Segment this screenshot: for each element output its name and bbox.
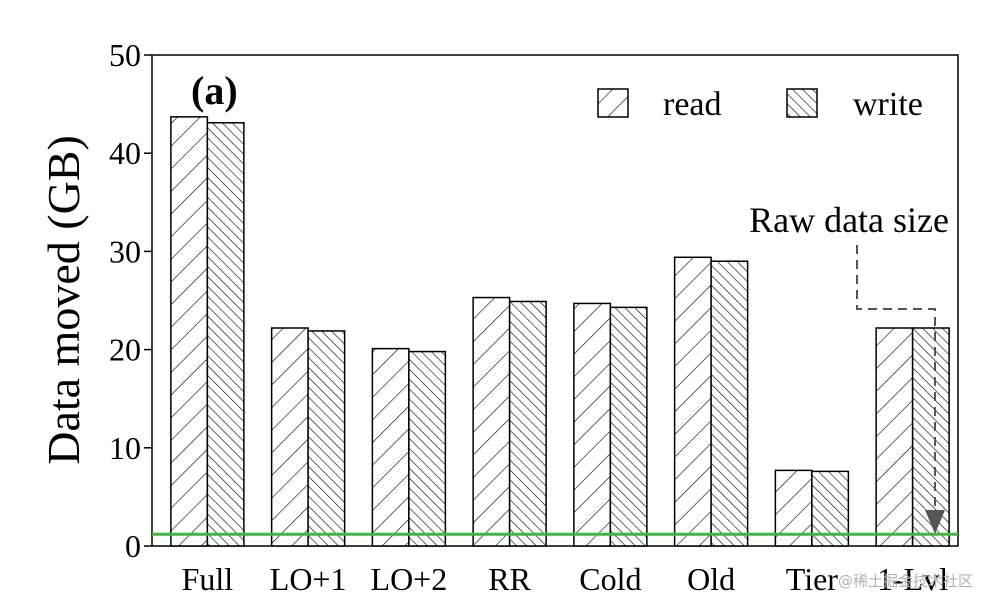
bar-write-full: [206, 122, 245, 547]
bar-write-1-lvl: [911, 327, 950, 547]
y-tick-label: 50: [109, 37, 141, 73]
watermark: @稀土掘金技术社区: [838, 572, 973, 590]
y-tick-label: 40: [109, 135, 141, 171]
y-axis-title: Data moved (GB): [38, 135, 89, 465]
y-axis-ticks: 0 10 20 30 40 50: [109, 37, 152, 564]
legend-write-label: write: [853, 86, 923, 123]
bar-read-old: [673, 256, 712, 547]
bar-write-old: [710, 260, 749, 547]
bar-write-cold: [609, 306, 648, 547]
legend-read-label: read: [663, 86, 722, 123]
legend-read-swatch: [597, 88, 629, 118]
x-tick-label: Old: [687, 561, 735, 597]
x-tick-label: Cold: [579, 561, 641, 597]
y-tick-label: 10: [109, 430, 141, 466]
x-tick-label: LO+2: [371, 561, 448, 597]
bar-read-1-lvl: [875, 327, 914, 547]
raw-data-size-label: Raw data size: [749, 200, 949, 240]
legend: read write: [597, 86, 923, 123]
bar-write-lo-1: [307, 330, 346, 547]
x-axis-tick-labels: Full LO+1 LO+2 RR Cold Old Tier 1-Lvl: [182, 561, 949, 597]
bar-read-rr: [472, 296, 511, 547]
legend-write-swatch: [786, 88, 818, 118]
bars: [170, 116, 950, 547]
x-tick-label: 1-Lvl: [877, 561, 948, 597]
bar-read-lo-1: [270, 327, 309, 547]
plot-frame: [151, 54, 959, 547]
bar-read-lo-2: [371, 347, 410, 547]
y-tick-label: 20: [109, 332, 141, 368]
x-tick-label: Tier: [786, 561, 839, 597]
y-tick-label: 30: [109, 233, 141, 269]
raw-data-size-arrow-path: [856, 245, 936, 512]
bar-read-full: [170, 116, 209, 547]
x-tick-label: Full: [182, 561, 234, 597]
panel-label: (a): [191, 68, 238, 113]
y-tick-label: 0: [125, 528, 141, 564]
raw-data-size-arrow-head: [925, 510, 945, 534]
x-tick-label: RR: [488, 561, 531, 597]
bar-write-lo-2: [408, 350, 447, 547]
bar-read-cold: [573, 302, 612, 547]
bar-write-rr: [508, 300, 547, 547]
x-tick-label: LO+1: [270, 561, 347, 597]
